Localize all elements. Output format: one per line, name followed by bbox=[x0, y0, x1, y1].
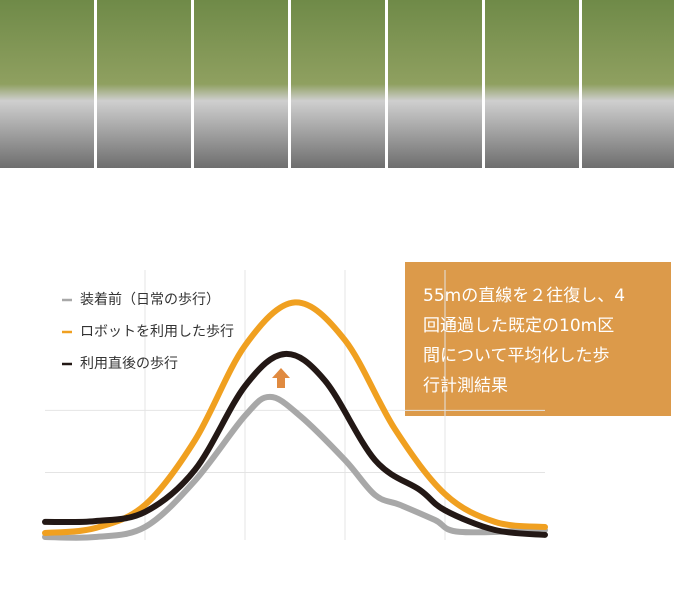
legend-label: 装着前（日常の歩行） bbox=[80, 291, 220, 308]
annotation-text: 55mの直線を２往復し、4 bbox=[423, 286, 625, 306]
arrow bbox=[272, 368, 290, 388]
photo bbox=[485, 0, 579, 168]
series-line bbox=[42, 299, 548, 536]
photo bbox=[194, 0, 288, 168]
legend-label: ロボットを利用した歩行 bbox=[80, 324, 234, 340]
photo-strip bbox=[0, 0, 674, 168]
annotation-text: 行計測結果 bbox=[423, 376, 508, 396]
legend-label: 利用直後の歩行 bbox=[80, 355, 178, 372]
photo bbox=[0, 0, 94, 168]
photo bbox=[582, 0, 674, 168]
annotation-text: 回通過した既定の10m区 bbox=[423, 316, 614, 336]
photo bbox=[291, 0, 385, 168]
photo bbox=[97, 0, 191, 168]
series-line bbox=[42, 393, 548, 541]
annotation-box bbox=[405, 262, 671, 416]
series-line bbox=[42, 350, 548, 538]
annotation-text: 間について平均化した歩 bbox=[423, 346, 610, 366]
photo bbox=[388, 0, 482, 168]
